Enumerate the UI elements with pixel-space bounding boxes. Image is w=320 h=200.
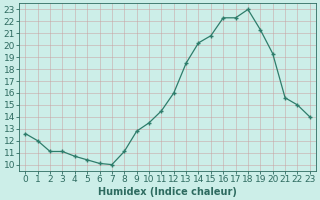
- X-axis label: Humidex (Indice chaleur): Humidex (Indice chaleur): [98, 187, 237, 197]
